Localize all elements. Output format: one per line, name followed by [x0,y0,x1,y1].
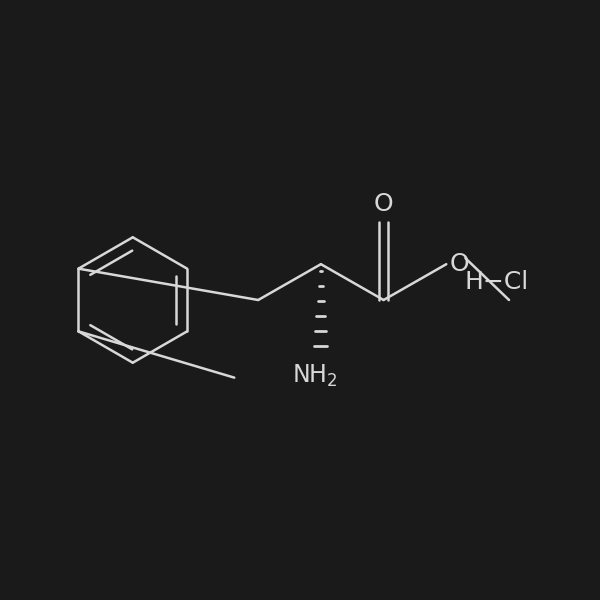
Text: NH$_2$: NH$_2$ [292,363,338,389]
Text: O: O [449,252,469,276]
Text: O: O [374,193,394,217]
Text: H−Cl: H−Cl [465,270,529,294]
